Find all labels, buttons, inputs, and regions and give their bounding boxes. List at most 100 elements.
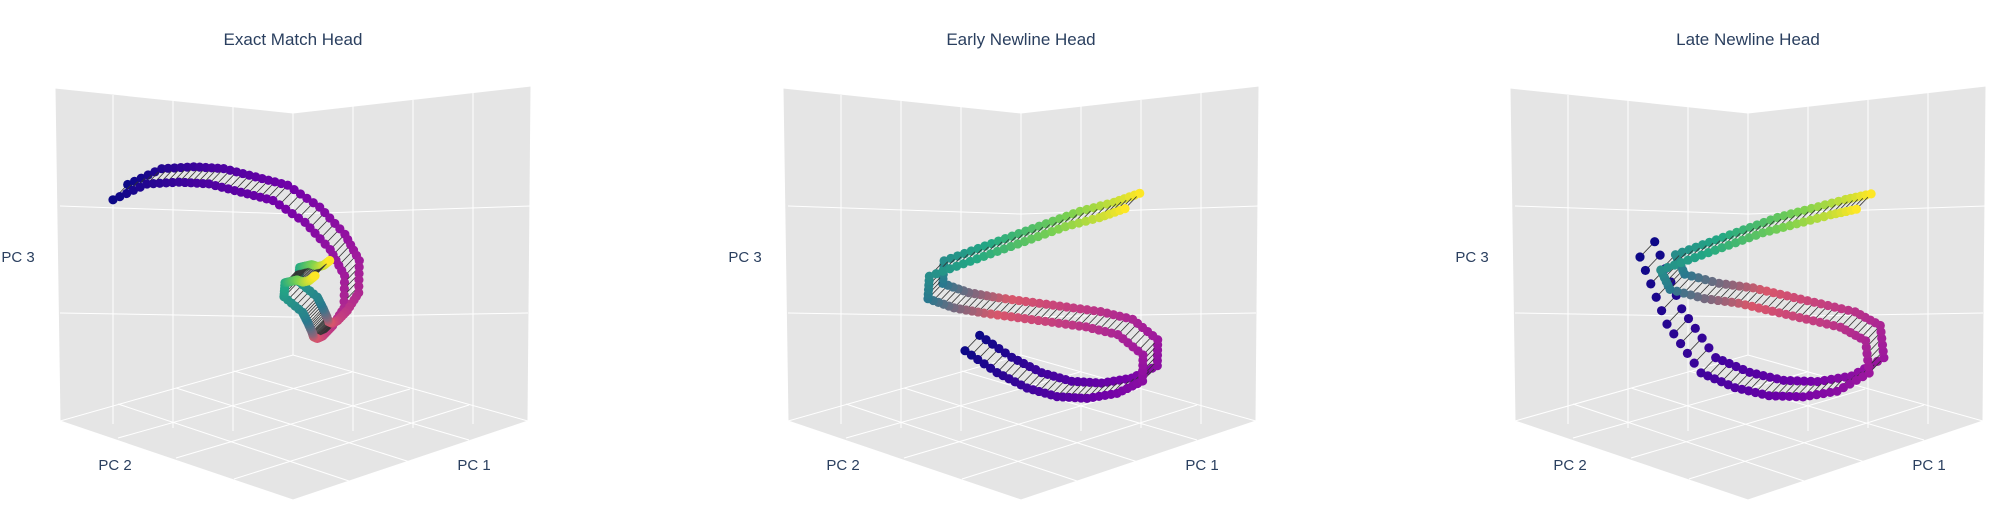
data-point [1640, 265, 1650, 276]
data-point [1741, 282, 1751, 292]
data-point [1074, 321, 1084, 331]
data-point [1851, 204, 1861, 214]
z-axis-label: PC 3 [1, 249, 34, 266]
x-axis-label: PC 1 [1185, 457, 1218, 474]
z-axis-label: PC 3 [1455, 249, 1488, 266]
x-axis-label: PC 1 [457, 457, 490, 474]
data-point [1650, 237, 1660, 247]
data-point [1721, 279, 1731, 289]
x-axis-label: PC 1 [1912, 457, 1945, 474]
data-point [354, 268, 364, 279]
y-axis-label: PC 2 [826, 457, 859, 474]
panel-exact-match[interactable]: Exact Match Head PC 3 PC 2 PC 1 [1, 30, 532, 501]
floor [786, 354, 1258, 501]
data-point [1096, 307, 1106, 317]
data-point [1833, 373, 1843, 383]
data-point [999, 311, 1010, 321]
data-point [1748, 283, 1758, 293]
data-point [1635, 252, 1645, 262]
scene-background [1509, 85, 1987, 501]
data-point [1799, 376, 1809, 386]
data-point [1813, 377, 1823, 387]
data-point [339, 290, 349, 300]
data-point [1054, 318, 1064, 328]
y-axis-label: PC 2 [98, 457, 131, 474]
data-point [1812, 390, 1822, 400]
data-point [1677, 304, 1687, 314]
data-point [1021, 296, 1031, 307]
data-point [1061, 319, 1071, 329]
data-point [1733, 298, 1743, 308]
data-point [1771, 391, 1781, 401]
data-point [1655, 250, 1665, 260]
data-point [1041, 299, 1051, 309]
data-point [1728, 280, 1738, 290]
data-point [1699, 294, 1709, 304]
panel-title: Exact Match Head [224, 30, 363, 49]
data-point [1033, 315, 1043, 326]
data-point [1027, 314, 1037, 325]
data-point [354, 256, 364, 266]
data-point [325, 255, 335, 266]
data-point [1048, 300, 1058, 310]
data-point [993, 310, 1003, 320]
data-point [1785, 376, 1796, 386]
data-layer [108, 162, 364, 343]
data-point [1007, 295, 1017, 305]
data-point [1646, 279, 1656, 289]
data-point [1727, 297, 1737, 307]
data-point [1055, 301, 1065, 311]
data-point [1692, 292, 1703, 302]
data-point [1693, 273, 1704, 283]
data-point [1826, 374, 1836, 384]
data-point [1068, 303, 1079, 313]
data-point [1700, 275, 1710, 285]
data-point [1014, 295, 1024, 306]
data-point [1806, 376, 1816, 386]
data-point [310, 271, 320, 281]
data-point [1697, 333, 1707, 343]
data-point [1028, 297, 1038, 307]
floor [58, 354, 530, 501]
data-layer [923, 188, 1163, 403]
panel-early-newline[interactable]: Early Newline Head PC 3 PC 2 PC 1 [728, 30, 1260, 501]
data-point [1840, 372, 1850, 382]
data-point [1040, 316, 1050, 326]
data-point [986, 309, 996, 319]
data-point [1679, 288, 1689, 298]
data-point [1704, 343, 1714, 353]
data-point [340, 271, 350, 281]
panel-late-newline[interactable]: Late Newline Head PC 3 PC 2 PC 1 [1455, 30, 1987, 501]
data-point [1784, 391, 1794, 402]
panel-title: Late Newline Head [1676, 30, 1820, 49]
data-point [1720, 296, 1730, 306]
data-point [1075, 304, 1085, 314]
data-point [1818, 388, 1828, 399]
data-point [1819, 375, 1830, 386]
z-axis-label: PC 3 [728, 249, 761, 266]
data-point [1034, 298, 1045, 308]
data-point [1825, 387, 1835, 398]
data-point [1000, 294, 1011, 304]
data-point [1089, 306, 1099, 316]
scene-background [54, 85, 532, 501]
data-point [1734, 281, 1745, 291]
data-point [1013, 313, 1023, 323]
data-point [1707, 276, 1717, 287]
data-point [1713, 295, 1723, 306]
floor [1513, 354, 1985, 501]
data-point [1047, 317, 1057, 327]
data-point [1686, 271, 1697, 281]
data-point [354, 262, 364, 272]
data-point [1662, 319, 1672, 329]
data-point [1120, 204, 1130, 214]
data-point [1689, 358, 1699, 368]
data-point [1676, 339, 1686, 349]
data-point [1020, 314, 1030, 324]
data-point [1081, 322, 1091, 332]
data-point [1690, 323, 1700, 333]
data-layer [1635, 189, 1889, 402]
data-point [1651, 292, 1661, 302]
data-point [1714, 278, 1724, 288]
